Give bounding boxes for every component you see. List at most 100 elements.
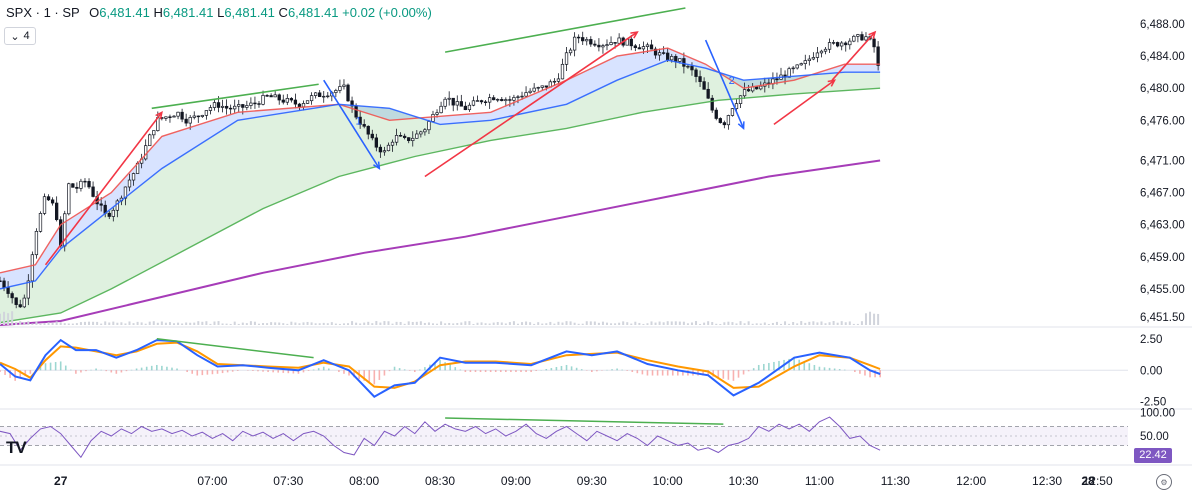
candle-body bbox=[589, 39, 593, 45]
volume-bars bbox=[0, 311, 880, 325]
volume-bar bbox=[771, 322, 774, 325]
candle-body bbox=[860, 34, 864, 41]
price-lines bbox=[0, 47, 881, 326]
macd-histogram-bar bbox=[565, 364, 568, 371]
candle-body bbox=[682, 58, 686, 67]
macd-histogram-bar bbox=[859, 370, 861, 374]
volume-bar bbox=[286, 323, 289, 325]
volume-bar bbox=[484, 323, 487, 325]
volume-bar bbox=[431, 323, 434, 325]
macd-histogram-bar bbox=[505, 370, 507, 373]
candle-body bbox=[131, 173, 136, 181]
candle-body bbox=[471, 100, 476, 106]
gear-icon[interactable]: ⚙ bbox=[1156, 474, 1172, 490]
time-axis-tick: 12:30 bbox=[1032, 474, 1062, 488]
macd-histogram-bar bbox=[373, 370, 376, 385]
volume-bar bbox=[456, 323, 459, 325]
macd-histogram-bar bbox=[591, 370, 593, 373]
trendline-arrowhead bbox=[737, 121, 745, 130]
volume-bar bbox=[545, 323, 548, 325]
candle-body bbox=[386, 144, 391, 152]
volume-bar bbox=[448, 322, 451, 325]
candle-body bbox=[718, 118, 722, 123]
macd-histogram-bar bbox=[110, 370, 113, 373]
volume-bar bbox=[71, 323, 74, 325]
macd-histogram-bar bbox=[292, 370, 295, 374]
candle-body bbox=[459, 101, 463, 107]
volume-bar bbox=[848, 321, 851, 325]
volume-bar bbox=[338, 323, 341, 325]
macd-histogram-bar bbox=[520, 370, 522, 373]
candle-body bbox=[233, 105, 237, 110]
volume-bar bbox=[521, 322, 524, 325]
candle-body bbox=[30, 254, 35, 282]
candle-body bbox=[815, 52, 820, 58]
volume-bar bbox=[27, 321, 30, 325]
candle-body bbox=[293, 99, 298, 105]
macd-histogram-bar bbox=[150, 365, 153, 371]
volume-bar bbox=[699, 323, 702, 325]
candle-body bbox=[674, 56, 678, 62]
candle-body bbox=[577, 36, 581, 39]
volume-bar bbox=[444, 323, 447, 325]
candle-body bbox=[334, 90, 338, 93]
time-axis-tick: 08:00 bbox=[349, 474, 379, 488]
candle-body bbox=[447, 97, 451, 100]
candle-body bbox=[661, 52, 666, 54]
volume-bar bbox=[347, 323, 350, 325]
candle-body bbox=[508, 99, 512, 101]
candle-body bbox=[864, 36, 868, 41]
macd-histogram-bar bbox=[712, 370, 715, 377]
trendline-red bbox=[424, 31, 638, 178]
volume-bar bbox=[852, 323, 855, 325]
volume-bar bbox=[873, 313, 876, 325]
candle-body bbox=[605, 44, 609, 47]
macd-histogram-bar bbox=[682, 370, 684, 376]
volume-bar bbox=[820, 321, 823, 325]
macd-histogram-bar bbox=[717, 370, 720, 378]
volume-bar bbox=[104, 321, 107, 325]
candle-body bbox=[14, 297, 18, 305]
volume-bar bbox=[759, 323, 762, 325]
candle-body bbox=[313, 92, 318, 96]
macd-histogram-bar bbox=[171, 367, 173, 371]
candle-body bbox=[427, 121, 431, 131]
macd-histogram-bar bbox=[747, 370, 750, 372]
indicator-collapse-button[interactable]: ⌄ 4 bbox=[4, 27, 36, 45]
macd-histogram-bar bbox=[636, 370, 639, 374]
candle-body bbox=[326, 95, 330, 98]
volume-bar bbox=[213, 321, 216, 325]
volume-bar bbox=[808, 321, 811, 325]
candle-body bbox=[241, 104, 245, 108]
symbol-title[interactable]: SPX · 1 · SP bbox=[6, 5, 80, 20]
change-value: +0.02 (+0.00%) bbox=[342, 5, 432, 20]
candle-body bbox=[532, 87, 536, 92]
macd-histogram-bar bbox=[499, 370, 502, 373]
trendline-red bbox=[773, 79, 836, 126]
volume-bar bbox=[500, 322, 503, 325]
volume-bar bbox=[541, 323, 544, 325]
tradingview-logo[interactable]: TV bbox=[6, 438, 27, 457]
candle-body bbox=[281, 99, 285, 103]
volume-bar bbox=[589, 321, 592, 325]
volume-bar bbox=[391, 323, 394, 325]
macd-histogram-bar bbox=[398, 368, 401, 371]
candle-body bbox=[848, 40, 852, 46]
volume-bar bbox=[11, 311, 14, 325]
candle-body bbox=[22, 297, 26, 308]
volume-bar bbox=[682, 321, 685, 325]
candle-body bbox=[289, 98, 294, 101]
candle-body bbox=[483, 101, 488, 104]
volume-bar bbox=[488, 323, 491, 325]
volume-bar bbox=[3, 311, 6, 325]
volume-bar bbox=[780, 323, 783, 325]
volume-bar bbox=[711, 322, 714, 325]
volume-bar bbox=[634, 321, 637, 325]
candle-body bbox=[597, 44, 601, 48]
volume-bar bbox=[371, 323, 374, 325]
volume-bar bbox=[193, 322, 196, 325]
axes: 6,488.00 6,484.00 6,480.00 6,476.00 6,471.00… bbox=[54, 19, 1185, 488]
volume-bar bbox=[67, 323, 70, 325]
candle-body bbox=[439, 105, 443, 114]
